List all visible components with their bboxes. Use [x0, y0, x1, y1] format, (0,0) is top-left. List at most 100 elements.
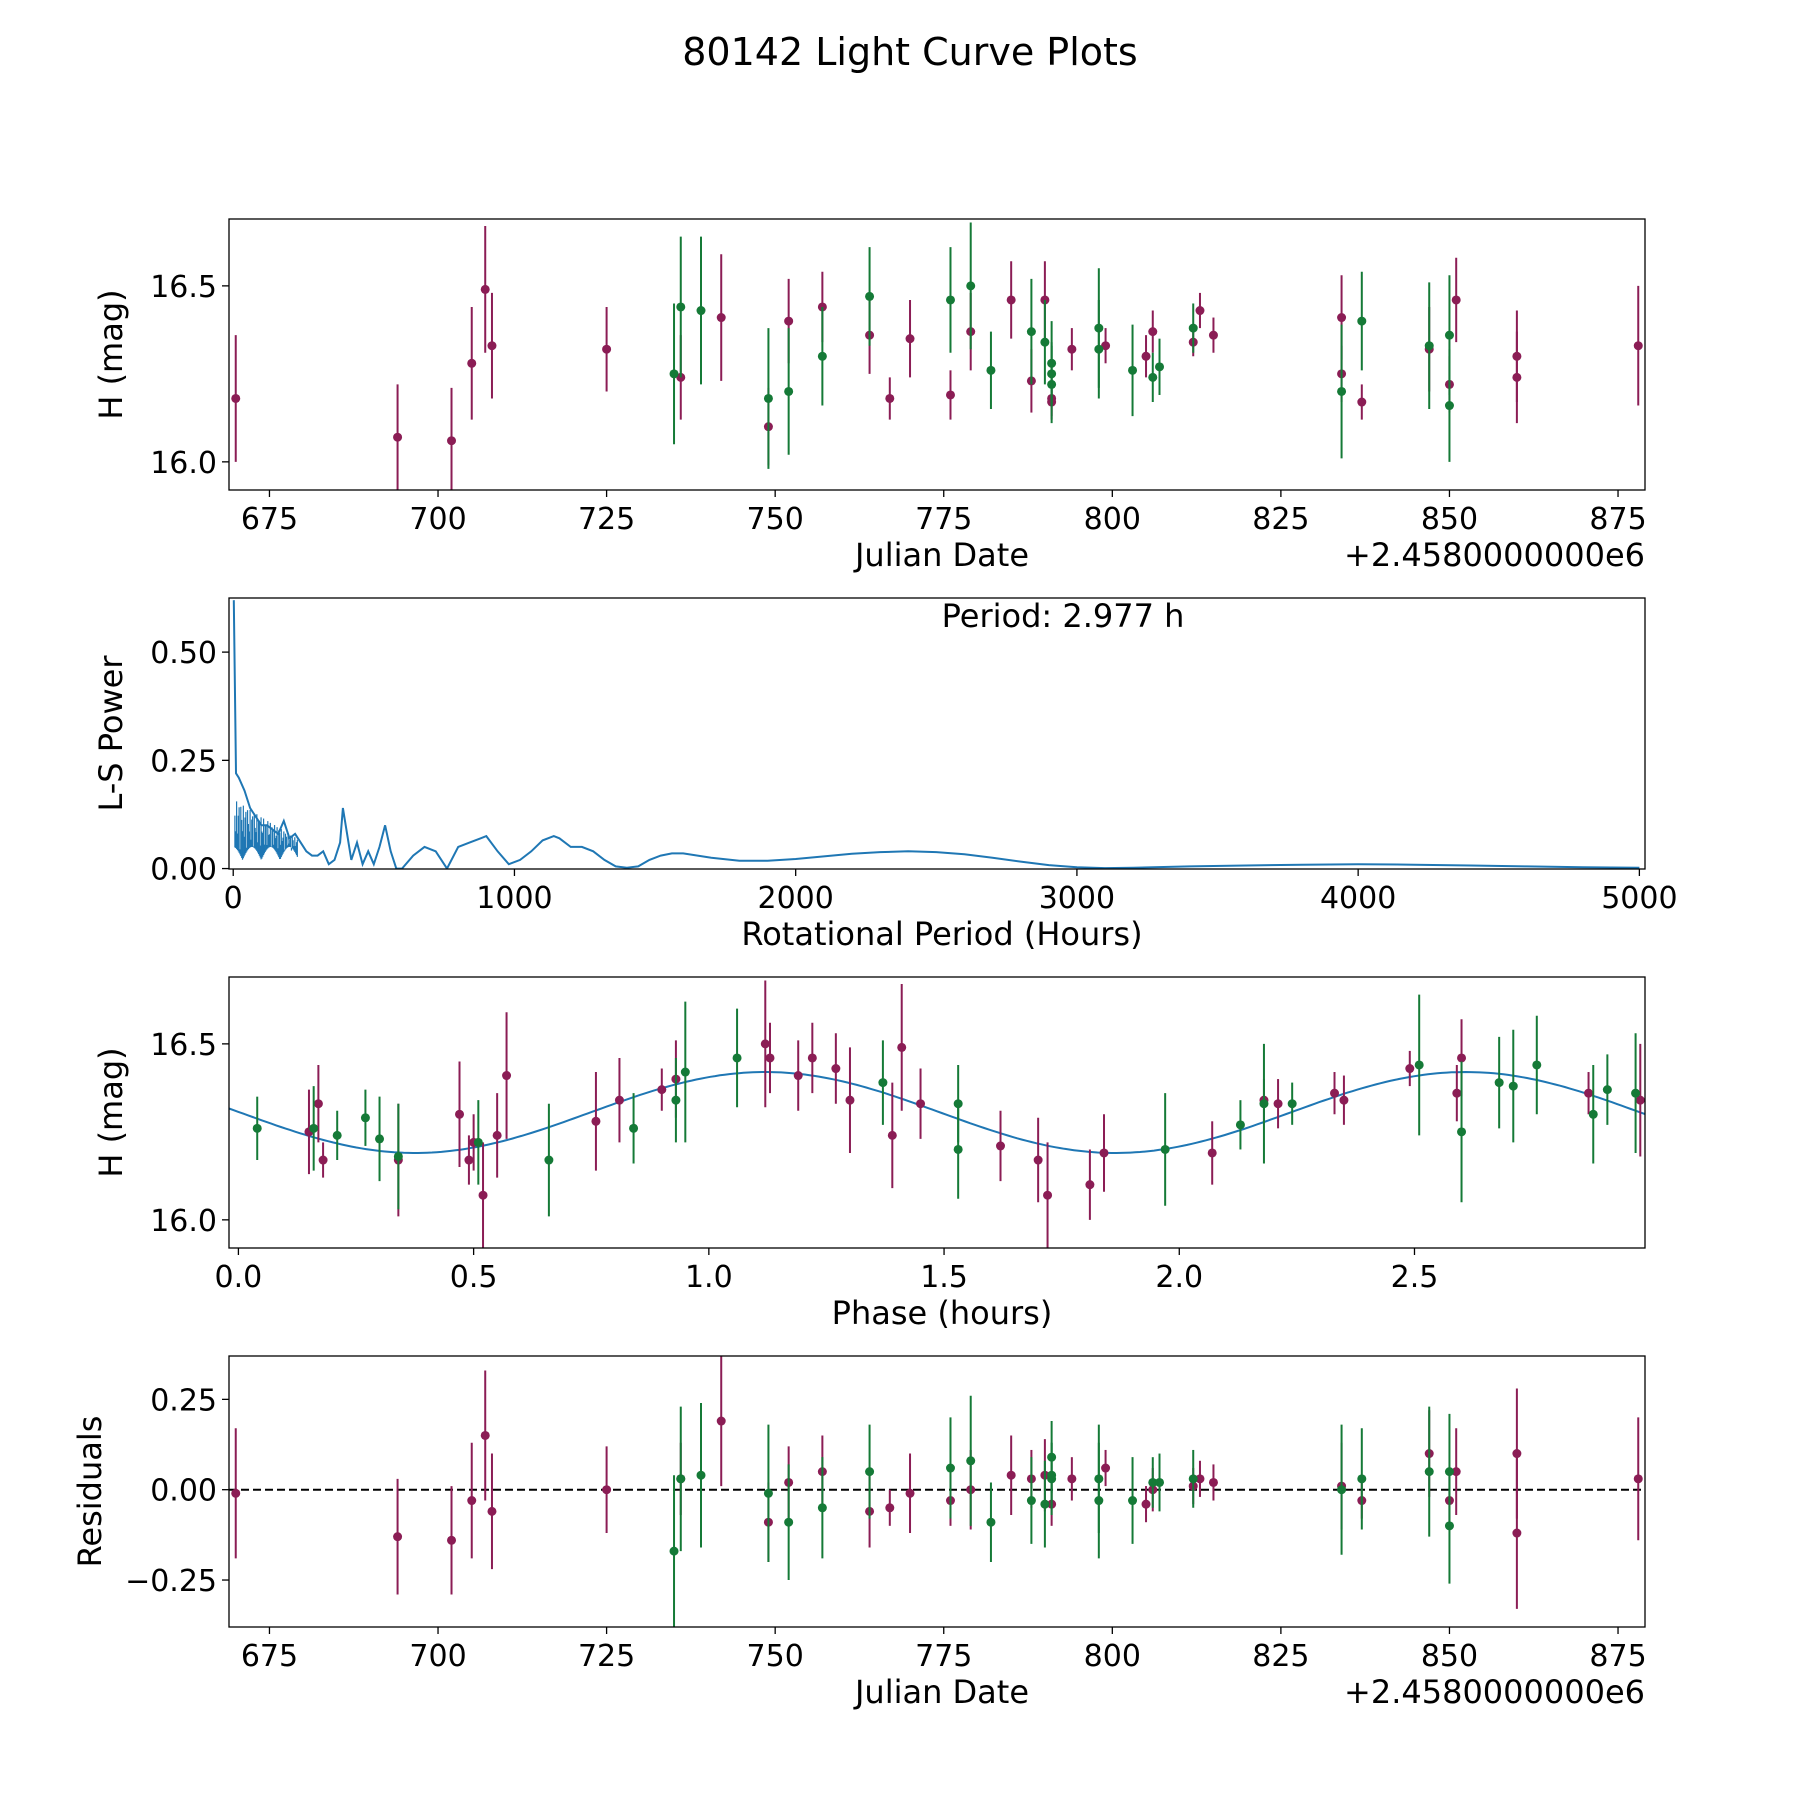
- data-point-green: [763, 328, 773, 469]
- data-point-green: [878, 1040, 888, 1125]
- data-point-green: [676, 236, 686, 378]
- data-point-green: [865, 1424, 875, 1519]
- data-point-green: [1128, 324, 1138, 417]
- data-point-magenta: [455, 1061, 465, 1168]
- data-point-green: [1155, 338, 1165, 395]
- data-point-green: [945, 247, 955, 353]
- data-marker: [1631, 1088, 1641, 1098]
- data-marker: [1337, 386, 1347, 396]
- data-marker: [1273, 1099, 1283, 1109]
- data-point-green: [817, 1457, 827, 1559]
- data-marker: [1040, 337, 1050, 347]
- data-marker: [252, 1123, 262, 1133]
- data-point-green: [1444, 349, 1454, 462]
- data-marker: [1101, 1463, 1111, 1473]
- data-point-green: [696, 236, 706, 385]
- data-marker: [887, 1130, 897, 1140]
- data-marker: [676, 1474, 686, 1484]
- data-marker: [831, 1064, 841, 1074]
- x-offset-text: +2.4580000000e6: [1344, 536, 1645, 574]
- x-tick-label: 2000: [758, 881, 834, 916]
- axes-frame: [228, 597, 1646, 870]
- data-marker: [375, 1134, 385, 1144]
- data-marker: [614, 1095, 624, 1105]
- data-marker: [231, 1488, 241, 1498]
- data-marker: [1357, 397, 1367, 407]
- data-point-magenta: [1099, 1114, 1109, 1192]
- x-axis-label: Phase (hours): [832, 1294, 1053, 1332]
- data-point-green: [1047, 342, 1057, 406]
- data-marker: [1047, 369, 1057, 379]
- data-point-magenta: [793, 1040, 803, 1111]
- data-marker: [480, 284, 490, 294]
- data-point-green: [1424, 282, 1434, 410]
- data-point-magenta: [602, 306, 612, 392]
- data-marker: [478, 1190, 488, 1200]
- data-marker: [1602, 1085, 1612, 1095]
- data-marker: [1128, 1496, 1138, 1506]
- axes-frame: [228, 976, 1646, 1249]
- data-marker: [1444, 401, 1454, 411]
- data-point-green: [1457, 1061, 1467, 1203]
- x-tick-label: 700: [409, 502, 466, 537]
- data-point-green: [966, 222, 976, 350]
- data-point-green: [1337, 1424, 1347, 1555]
- data-marker: [1006, 1470, 1016, 1480]
- data-marker: [544, 1155, 554, 1165]
- data-point-magenta: [657, 1068, 667, 1111]
- data-marker: [793, 1071, 803, 1081]
- data-marker: [966, 1456, 976, 1466]
- data-point-green: [1040, 299, 1050, 385]
- data-marker: [467, 358, 477, 368]
- x-tick-label: 5000: [1601, 881, 1677, 916]
- data-point-magenta: [467, 1442, 477, 1559]
- data-marker: [1148, 1477, 1158, 1487]
- data-point-magenta: [1141, 1486, 1151, 1523]
- data-point-magenta: [1452, 1064, 1462, 1122]
- data-marker: [1085, 1180, 1095, 1190]
- y-axis-label: L-S Power: [92, 655, 130, 812]
- data-marker: [473, 1137, 483, 1147]
- x-tick-label: 4000: [1320, 881, 1396, 916]
- data-point-green: [763, 1424, 773, 1562]
- data-point-green: [817, 306, 827, 406]
- data-marker: [1512, 1528, 1522, 1538]
- x-tick-label: 750: [747, 502, 804, 537]
- data-point-green: [1148, 352, 1158, 403]
- data-marker: [657, 1085, 667, 1095]
- data-point-magenta: [1512, 1457, 1522, 1609]
- data-marker: [1451, 1467, 1461, 1477]
- data-marker: [629, 1123, 639, 1133]
- x-tick-label: 1.0: [685, 1260, 733, 1295]
- y-tick-label: 0.00: [150, 853, 217, 888]
- data-marker: [966, 281, 976, 291]
- data-point-magenta: [1273, 1079, 1283, 1129]
- y-axis-label: H (mag): [92, 289, 130, 419]
- data-marker: [1208, 1477, 1218, 1487]
- data-point-magenta: [897, 984, 907, 1111]
- data-marker: [784, 316, 794, 326]
- data-point-magenta: [845, 1047, 855, 1153]
- data-marker: [1259, 1099, 1269, 1109]
- data-marker: [1424, 341, 1434, 351]
- data-marker: [502, 1071, 512, 1081]
- data-point-magenta: [905, 299, 915, 378]
- panel-phased: 0.0 0.5 1.0 1.5 2.0 2.5 16.0 16.5 Phase (hours) H…: [92, 976, 1646, 1332]
- y-tick-label: 0.25: [150, 744, 217, 779]
- data-marker: [360, 1113, 370, 1123]
- data-marker: [1357, 316, 1367, 326]
- data-marker: [1235, 1120, 1245, 1130]
- data-point-magenta: [1195, 292, 1205, 329]
- data-point-green: [1094, 1442, 1104, 1559]
- data-marker: [807, 1053, 817, 1063]
- data-marker: [885, 1503, 895, 1513]
- data-point-magenta: [591, 1072, 601, 1171]
- data-point-green: [1337, 324, 1347, 459]
- data-point-magenta: [1148, 310, 1158, 353]
- data-marker: [945, 1463, 955, 1473]
- data-marker: [878, 1078, 888, 1088]
- data-point-green: [1494, 1036, 1504, 1129]
- data-point-magenta: [231, 335, 241, 462]
- data-marker: [467, 1496, 477, 1506]
- data-point-green: [1128, 1457, 1138, 1544]
